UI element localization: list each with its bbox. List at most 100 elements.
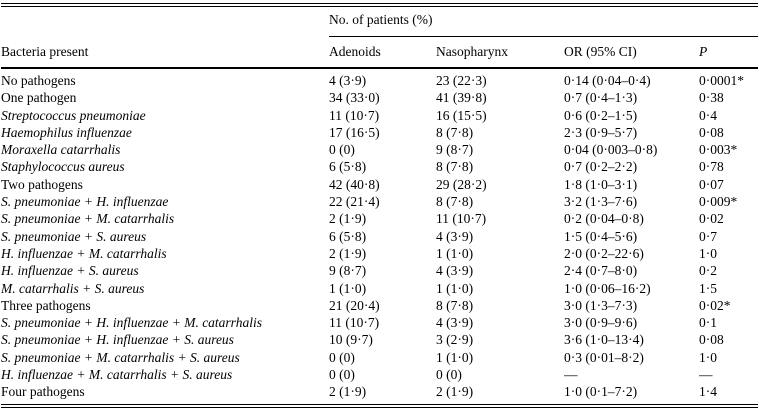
nasopharynx-value-cell: 2 (1·9) [436, 384, 474, 400]
column-header-nasopharynx: Nasopharynx [436, 36, 564, 69]
nasopharynx-value-cell: 8 (7·8) [436, 194, 474, 210]
or-ci-value-cell: 0·7 (0·4–1·3) [564, 90, 638, 106]
nasopharynx-value-cell: 8 (7·8) [436, 124, 474, 140]
bacteria-label-cell: S. pneumoniae + H. influenzae + S. aureu… [1, 332, 234, 348]
or-ci-value-cell: 1·5 (0·4–5·6) [564, 228, 638, 244]
p-value-cell: 0·009* [699, 194, 738, 210]
adenoids-value-cell: 10 (9·7) [329, 332, 373, 348]
table-row: Four pathogens 2 (1·9) 2 (1·9) 1·0 (0·1–7·2… [1, 383, 758, 405]
bacteria-label-cell: Streptococcus pneumoniae [1, 107, 146, 123]
or-ci-value-cell: 0·14 (0·04–0·4) [564, 73, 651, 88]
table-row: Staphylococcus aureus 6 (5·8) 8 (7·8) 0·7 (… [1, 158, 758, 175]
nasopharynx-value-cell: 1 (1·0) [436, 349, 474, 365]
or-ci-value-cell: — [564, 367, 578, 383]
spanner-spacer-cell [1, 5, 329, 37]
p-value-cell: 0·0001* [699, 73, 744, 88]
nasopharynx-value-cell: 8 (7·8) [436, 159, 474, 175]
nasopharynx-value-cell: 16 (15·5) [436, 107, 487, 123]
or-ci-value-cell: 3·0 (0·9–9·6) [564, 315, 638, 331]
p-value-cell: 1·0 [699, 349, 717, 365]
or-ci-value-cell: 3·0 (1·3–7·3) [564, 297, 638, 313]
bacteria-label-cell: S. pneumoniae + M. catarrhalis [1, 211, 175, 227]
bacteria-label-cell: M. catarrhalis + S. aureus [1, 280, 145, 296]
table-row: S. pneumoniae + H. influenzae + M. catar… [1, 314, 758, 331]
table-row: S. pneumoniae + M. catarrhalis + S. aure… [1, 349, 758, 366]
or-ci-value-cell: 3·6 (1·0–13·4) [564, 332, 644, 348]
bacteria-label-cell: S. pneumoniae + H. influenzae [1, 194, 169, 210]
adenoids-value-cell: 34 (33·0) [329, 90, 380, 106]
nasopharynx-value-cell: 1 (1·0) [436, 245, 474, 261]
nasopharynx-value-cell: 9 (8·7) [436, 142, 474, 158]
bacteria-label-cell: H. influenzae + M. catarrhalis [1, 245, 167, 261]
or-ci-value-cell: 0·3 (0·01–8·2) [564, 349, 644, 365]
or-ci-value-cell: 1·0 (0·06–16·2) [564, 280, 651, 296]
bacteria-label-cell: Two pathogens [1, 176, 83, 192]
table-row: Two pathogens 42 (40·8) 29 (28·2) 1·8 (1·0–… [1, 176, 758, 193]
table-row: S. pneumoniae + H. influenzae 22 (21·4) 8 … [1, 193, 758, 210]
bacteria-label-cell: Three pathogens [1, 297, 91, 313]
adenoids-value-cell: 6 (5·8) [329, 159, 367, 175]
p-value-cell: 0·08 [699, 332, 724, 348]
bacteria-label-cell: H. influenzae + S. aureus [1, 263, 139, 279]
bacteria-pathogens-table: No. of patients (%) Bacteria present Ade… [1, 3, 759, 408]
or-ci-value-cell: 2·0 (0·2–22·6) [564, 245, 644, 261]
table-row: Streptococcus pneumoniae 11 (10·7) 16 (15·… [1, 107, 758, 124]
or-ci-value-cell: 1·8 (1·0–3·1) [564, 176, 638, 192]
table-row: M. catarrhalis + S. aureus 1 (1·0) 1 (1·0)… [1, 280, 758, 297]
adenoids-value-cell: 11 (10·7) [329, 315, 380, 331]
table-row: H. influenzae + M. catarrhalis 2 (1·9) 1 (… [1, 245, 758, 262]
p-value-cell: 1·5 [699, 280, 717, 296]
table-row: S. pneumoniae + H. influenzae + S. aureu… [1, 331, 758, 348]
p-value-cell: 0·1 [699, 315, 717, 331]
adenoids-value-cell: 0 (0) [329, 142, 355, 158]
or-ci-value-cell: 0·2 (0·04–0·8) [564, 211, 644, 227]
p-value-cell: 1·0 [699, 245, 717, 261]
adenoids-value-cell: 2 (1·9) [329, 211, 367, 227]
table-row: One pathogen 34 (33·0) 41 (39·8) 0·7 (0·4–1… [1, 89, 758, 106]
column-header-p-value: P [699, 36, 759, 69]
bacteria-label-cell: Haemophilus influenzae [1, 124, 132, 140]
table-row: Moraxella catarrhalis 0 (0) 9 (8·7) 0·04 (0… [1, 141, 758, 158]
p-value-cell: 0·4 [699, 107, 717, 123]
or-ci-value-cell: 0·04 (0·003–0·8) [564, 142, 658, 158]
nasopharynx-value-cell: 11 (10·7) [436, 211, 487, 227]
table-row: S. pneumoniae + S. aureus 6 (5·8) 4 (3·9) 1… [1, 228, 758, 245]
adenoids-value-cell: 21 (20·4) [329, 297, 380, 313]
column-header-adenoids: Adenoids [329, 36, 436, 69]
table-body: No pathogens 4 (3·9) 23 (22·3) 0·14 (0·04–0… [1, 68, 758, 406]
nasopharynx-value-cell: 0 (0) [436, 367, 462, 383]
nasopharynx-value-cell: 23 (22·3) [436, 73, 487, 88]
p-value-cell: 0·78 [699, 159, 724, 175]
nasopharynx-value-cell: 29 (28·2) [436, 176, 487, 192]
bacteria-label-cell: S. pneumoniae + S. aureus [1, 228, 147, 244]
adenoids-value-cell: 0 (0) [329, 349, 355, 365]
adenoids-value-cell: 42 (40·8) [329, 176, 380, 192]
or-ci-value-cell: 0·7 (0·2–2·2) [564, 159, 638, 175]
adenoids-value-cell: 9 (8·7) [329, 263, 367, 279]
nasopharynx-value-cell: 4 (3·9) [436, 315, 474, 331]
or-ci-value-cell: 2·4 (0·7–8·0) [564, 263, 638, 279]
adenoids-value-cell: 17 (16·5) [329, 124, 380, 140]
spanner-header-row: No. of patients (%) [1, 5, 759, 37]
bacteria-label-cell: Staphylococcus aureus [1, 159, 125, 175]
table-row: Three pathogens 21 (20·4) 8 (7·8) 3·0 (1·3–… [1, 297, 758, 314]
p-value-cell: 0·08 [699, 124, 724, 140]
nasopharynx-value-cell: 3 (2·9) [436, 332, 474, 348]
nasopharynx-value-cell: 1 (1·0) [436, 280, 474, 296]
table-row: H. influenzae + S. aureus 9 (8·7) 4 (3·9) 2… [1, 262, 758, 279]
table-row: S. pneumoniae + M. catarrhalis 2 (1·9) 11 … [1, 210, 758, 227]
bacteria-label-cell: S. pneumoniae + H. influenzae + M. catar… [1, 315, 262, 331]
p-value-cell: 0·003* [699, 142, 738, 158]
column-header-row: Bacteria present Adenoids Nasopharynx OR… [1, 36, 759, 69]
table-row: H. influenzae + M. catarrhalis + S. aure… [1, 366, 758, 383]
adenoids-value-cell: 2 (1·9) [329, 245, 367, 261]
table-row: Haemophilus influenzae 17 (16·5) 8 (7·8) 2·… [1, 124, 758, 141]
bacteria-label-cell: One pathogen [1, 90, 77, 106]
bacteria-label-cell: H. influenzae + M. catarrhalis + S. aure… [1, 367, 233, 383]
p-value-cell: 0·07 [699, 176, 724, 192]
adenoids-value-cell: 22 (21·4) [329, 194, 380, 210]
p-value-cell: 1·4 [699, 384, 717, 400]
adenoids-value-cell: 11 (10·7) [329, 107, 380, 123]
p-value-cell: 0·02* [699, 297, 731, 313]
or-ci-value-cell: 3·2 (1·3–7·6) [564, 194, 638, 210]
